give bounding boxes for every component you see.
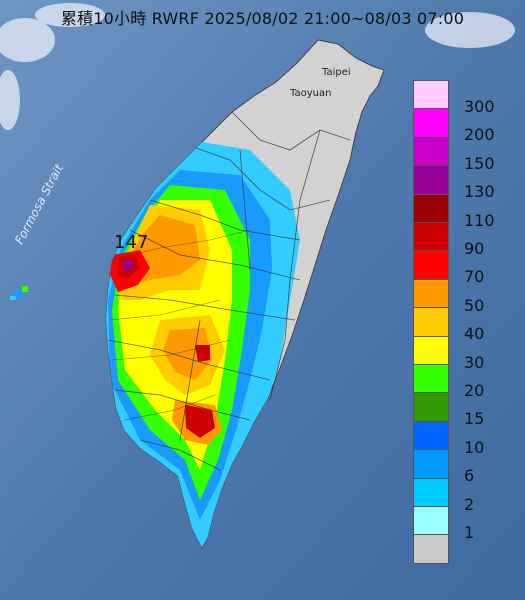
offshore-rain-patch <box>10 286 28 300</box>
legend-swatch <box>413 477 449 507</box>
legend-label: 6 <box>464 466 475 486</box>
city-label-taipei: Taipei <box>322 67 351 78</box>
legend-label: 1 <box>464 523 475 542</box>
legend-swatch <box>413 364 449 394</box>
legend-swatch <box>413 80 449 110</box>
legend-swatch <box>413 136 449 167</box>
legend-swatch <box>413 193 449 223</box>
legend-label: 150 <box>464 153 495 173</box>
legend-label: 110 <box>464 210 495 230</box>
legend-label: 40 <box>464 324 485 344</box>
legend-swatch <box>413 506 449 536</box>
legend-label: 50 <box>464 295 485 315</box>
legend-label: 70 <box>464 267 485 287</box>
cloud-patches <box>0 3 515 130</box>
legend-swatch <box>413 222 449 252</box>
legend-swatch <box>413 108 449 138</box>
legend-label: 200 <box>464 125 495 145</box>
legend-swatch <box>413 449 449 479</box>
legend-label: 90 <box>464 239 485 258</box>
legend-swatch <box>413 278 449 309</box>
legend-label: 30 <box>464 352 485 372</box>
legend-swatch <box>413 335 449 365</box>
legend-label: 2 <box>464 494 475 514</box>
legend-label: 10 <box>464 437 485 457</box>
legend-swatch <box>413 534 449 564</box>
legend-label: 130 <box>464 182 495 202</box>
max-rainfall-label: 147 <box>114 232 149 253</box>
county-boundaries <box>107 111 351 471</box>
rainfall-field <box>106 140 300 548</box>
legend-label: 20 <box>464 381 485 400</box>
legend-swatch <box>413 250 449 280</box>
legend-swatch <box>413 307 449 337</box>
city-label-taoyuan: Taoyuan <box>290 88 332 99</box>
legend-swatch <box>413 392 449 422</box>
legend-swatch <box>413 420 449 451</box>
legend-label: 300 <box>464 97 495 116</box>
rivers <box>109 229 251 421</box>
legend-label: 15 <box>464 409 485 429</box>
legend-swatch <box>413 165 449 195</box>
map-title: 累積10小時 RWRF 2025/08/02 21:00~08/03 07:00 <box>60 9 465 28</box>
